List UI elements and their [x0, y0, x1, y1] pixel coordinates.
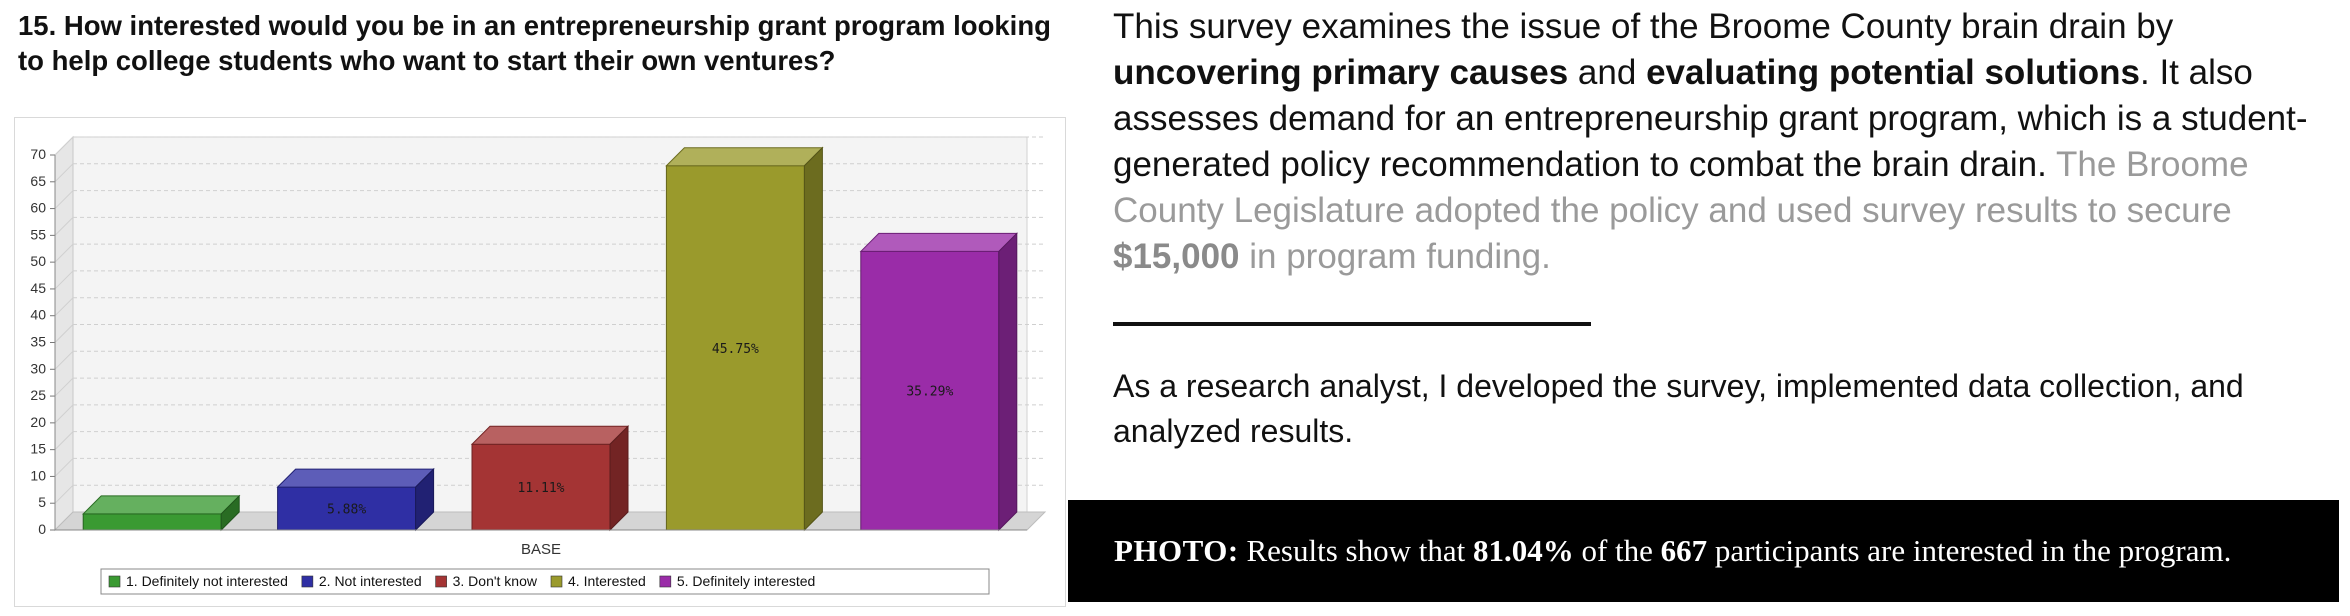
interest-percentage: 81.04% — [1472, 533, 1574, 568]
legend-swatch — [108, 575, 121, 588]
bar-top — [665, 147, 824, 167]
data-label: 11.11% — [518, 481, 565, 496]
bar-side — [220, 494, 240, 532]
bar — [82, 513, 222, 531]
outcome-text-start: The Broome County Legislature adopted th… — [1113, 145, 2249, 230]
legend-label: 2. Not interested — [319, 573, 422, 589]
legend-swatch — [301, 575, 314, 588]
legend-box — [100, 568, 990, 595]
bar-top — [470, 425, 630, 445]
gridline — [54, 431, 74, 450]
question-title: 15. How interested would you be in an en… — [18, 10, 1051, 76]
legend-swatch — [550, 575, 563, 588]
bar-side — [998, 232, 1018, 532]
y-tick-label: 70 — [30, 146, 46, 162]
legend-label: 1. Definitely not interested — [126, 573, 288, 589]
y-tick-label: 20 — [30, 414, 46, 430]
photo-caption-banner: PHOTO: Results show that 81.04% of the 6… — [1068, 500, 2339, 602]
y-tick-label: 45 — [30, 280, 46, 296]
gridline — [54, 377, 74, 397]
y-tick-label: 5 — [38, 494, 46, 510]
role-statement: As a research analyst, I developed the s… — [1113, 368, 2244, 449]
description-text: . It also assesses demand for an entrepr… — [1113, 53, 2308, 184]
x-axis-label: BASE — [521, 541, 561, 558]
emphasis-primary-causes: uncovering primary causes — [1113, 53, 1569, 92]
description-text: This survey examines the issue of the Br… — [1113, 7, 2174, 46]
y-tick-label: 0 — [38, 521, 46, 537]
legend-label: 4. Interested — [568, 573, 646, 589]
y-tick-label: 30 — [30, 360, 46, 376]
gridline — [54, 217, 74, 236]
description-section: This survey examines the issue of the Br… — [1068, 0, 2350, 616]
bar-top — [859, 232, 1019, 252]
gridline — [54, 458, 74, 477]
caption-text: of the — [1573, 533, 1661, 568]
gridline — [54, 190, 74, 209]
gridline — [54, 163, 74, 183]
y-tick-label: 65 — [30, 173, 46, 189]
legend-swatch — [659, 575, 672, 588]
outcome-text-end: in program funding. — [1239, 237, 1551, 276]
gridline — [54, 350, 74, 370]
bar-chart: 0 5 10 15 20 25 30 35 40 45 50 55 60 65 70 5.88% 11.11% 4… — [14, 117, 1066, 607]
divider — [1113, 322, 1591, 326]
caption-text: Results show that — [1238, 533, 1473, 568]
gridline — [54, 270, 74, 290]
photo-label: PHOTO: — [1114, 533, 1239, 568]
bar — [277, 486, 417, 531]
gridline — [54, 136, 74, 156]
gridline — [54, 324, 74, 343]
gridline — [54, 404, 74, 424]
y-tick-label: 15 — [30, 441, 46, 457]
funding-amount: $15,000 — [1113, 237, 1240, 276]
data-label: 45.75% — [712, 342, 759, 357]
data-label: 35.29% — [906, 385, 953, 400]
gridline — [54, 297, 74, 317]
y-tick-label: 60 — [30, 200, 46, 216]
bar-top — [81, 495, 241, 515]
description-text: and — [1568, 53, 1647, 92]
gridline — [54, 484, 74, 504]
bar-side — [609, 425, 629, 532]
emphasis-potential-solutions: evaluating potential solutions — [1646, 53, 2140, 92]
outcome-text: The Broome County Legislature adopted th… — [1113, 145, 2249, 276]
bar-top — [276, 468, 435, 488]
bar-side — [415, 467, 435, 532]
legend-label: 5. Definitely interested — [677, 573, 816, 589]
y-tick-label: 55 — [30, 226, 46, 242]
legend-swatch — [435, 575, 447, 588]
survey-description: This survey examines the issue of the Br… — [1113, 4, 2333, 280]
y-tick-label: 10 — [30, 467, 46, 483]
y-tick-label: 35 — [30, 334, 46, 350]
gridline — [54, 243, 74, 263]
legend-label: 3. Don't know — [453, 573, 538, 589]
y-tick-label: 50 — [30, 253, 46, 269]
y-tick-label: 25 — [30, 387, 46, 403]
bar — [471, 443, 611, 531]
y-tick-label: 40 — [30, 307, 46, 323]
data-label: 5.88% — [327, 503, 366, 518]
chart-canvas: 0 5 10 15 20 25 30 35 40 45 50 55 60 65 70 5.88% 11.11% 4… — [30, 135, 1047, 595]
caption-text: participants are interested in the progr… — [1707, 533, 2232, 568]
photo-caption: PHOTO: Results show that 81.04% of the 6… — [1114, 532, 2231, 570]
bar — [665, 165, 805, 531]
chart-section: 15. How interested would you be in an en… — [0, 0, 1068, 616]
bar-side — [803, 146, 823, 532]
participant-count: 667 — [1660, 533, 1708, 568]
